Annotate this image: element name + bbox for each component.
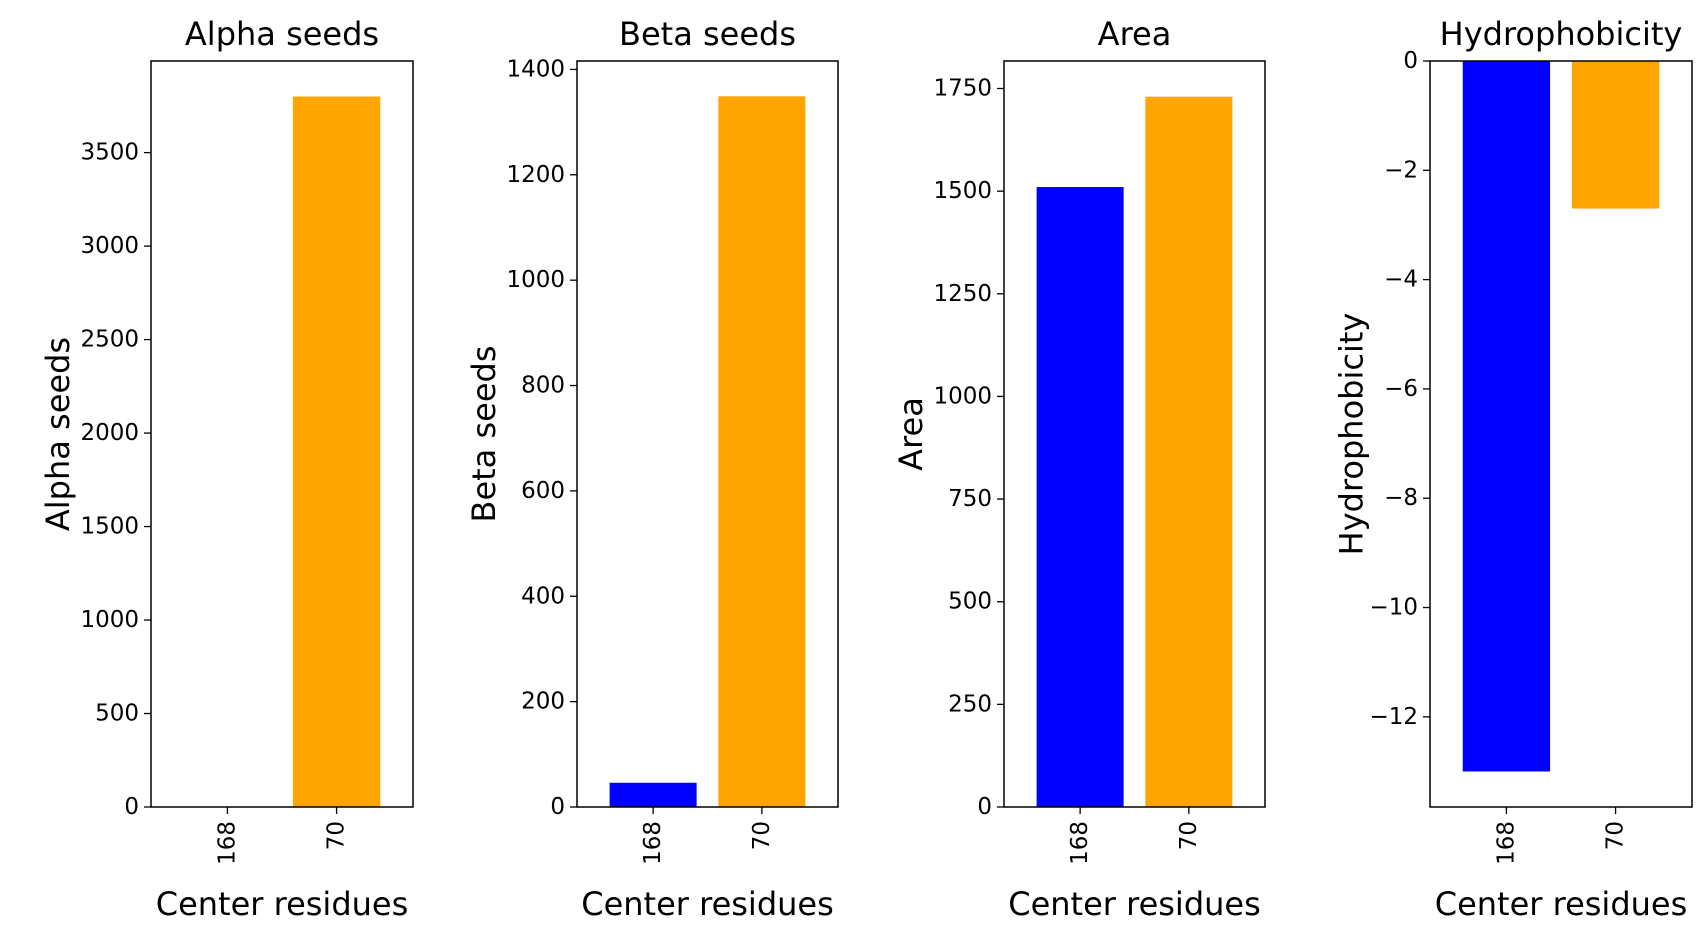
axes-frame (1429, 60, 1693, 808)
y-tick-label: 2500 (80, 327, 139, 353)
x-axis-label: Center residues (581, 885, 834, 923)
x-tick-label: 70 (749, 821, 775, 850)
bar-168 (1462, 61, 1551, 772)
y-axis-label: Hydrophobicity (1332, 313, 1370, 556)
x-tick-label: 168 (640, 821, 666, 865)
x-tick-label: 168 (1067, 821, 1093, 865)
y-tick-label: 3000 (80, 233, 139, 259)
y-axis-label: Alpha seeds (39, 337, 77, 531)
y-tick-label: 0 (550, 794, 565, 820)
y-tick-label: −12 (1369, 704, 1418, 730)
y-tick-label: 1250 (933, 281, 992, 307)
y-tick-label: 0 (977, 794, 992, 820)
y-tick-label: −6 (1384, 376, 1418, 402)
x-tick-label: 168 (214, 821, 240, 865)
subplot-title: Area (1098, 15, 1172, 53)
y-tick-label: 0 (124, 794, 139, 820)
y-tick-label: −4 (1384, 267, 1418, 293)
y-tick-label: 1200 (506, 162, 565, 188)
y-tick-label: 750 (948, 486, 992, 512)
x-axis-label: Center residues (1435, 885, 1688, 923)
y-tick-label: 1000 (933, 383, 992, 409)
subplot-4: 0 −2 −4 −6 −8 −10 −12 168 70 Hydrophobicity Center… (1332, 15, 1693, 923)
y-tick-label: 1000 (506, 267, 565, 293)
x-axis-label: Center residues (1008, 885, 1261, 923)
y-tick-label: 250 (948, 691, 992, 717)
y-tick-label: 400 (521, 583, 565, 609)
y-axis-label: Area (892, 397, 930, 471)
bar-168 (1036, 187, 1124, 808)
x-tick-label: 70 (324, 821, 350, 850)
y-tick-label: 0 (1403, 48, 1418, 74)
subplot-title: Alpha seeds (185, 15, 379, 53)
y-tick-label: 200 (521, 689, 565, 715)
y-tick-label: 1000 (80, 607, 139, 633)
axes-frame (576, 60, 839, 808)
y-tick-label: 1500 (80, 514, 139, 540)
y-tick-label: −10 (1369, 595, 1418, 621)
x-axis-label: Center residues (156, 885, 409, 923)
axes-frame (150, 60, 414, 808)
bar-70 (1145, 96, 1233, 808)
y-tick-label: 1750 (933, 76, 992, 102)
bar-70 (292, 96, 381, 808)
bar-70 (718, 96, 806, 807)
subplot-3: 0 250 500 750 1000 1250 1500 1750 168 70 Area Cente… (892, 15, 1266, 923)
y-tick-label: 1400 (506, 56, 565, 82)
y-tick-label: 500 (95, 701, 139, 727)
subplot-1: 0 500 1000 1500 2000 2500 3000 3500 168 70 Alpha s… (39, 15, 414, 923)
y-tick-label: 3500 (80, 140, 139, 166)
y-axis-label: Beta seeds (465, 346, 503, 523)
y-tick-label: 500 (948, 589, 992, 615)
x-tick-label: 70 (1176, 821, 1202, 850)
axes-frame (1003, 60, 1266, 808)
bar-70 (1571, 61, 1660, 209)
y-tick-label: −2 (1384, 157, 1418, 183)
x-tick-label: 168 (1493, 821, 1519, 865)
y-tick-label: 1500 (933, 178, 992, 204)
bar-168 (609, 782, 697, 807)
y-tick-label: 800 (521, 373, 565, 399)
subplot-title: Hydrophobicity (1440, 15, 1683, 53)
y-tick-label: −8 (1384, 485, 1418, 511)
subplot-title: Beta seeds (619, 15, 796, 53)
subplot-2: 0 200 400 600 800 1000 1200 1400 168 70 Beta seeds… (465, 15, 839, 923)
y-tick-label: 2000 (80, 420, 139, 446)
y-tick-label: 600 (521, 478, 565, 504)
x-tick-label: 70 (1603, 821, 1629, 850)
